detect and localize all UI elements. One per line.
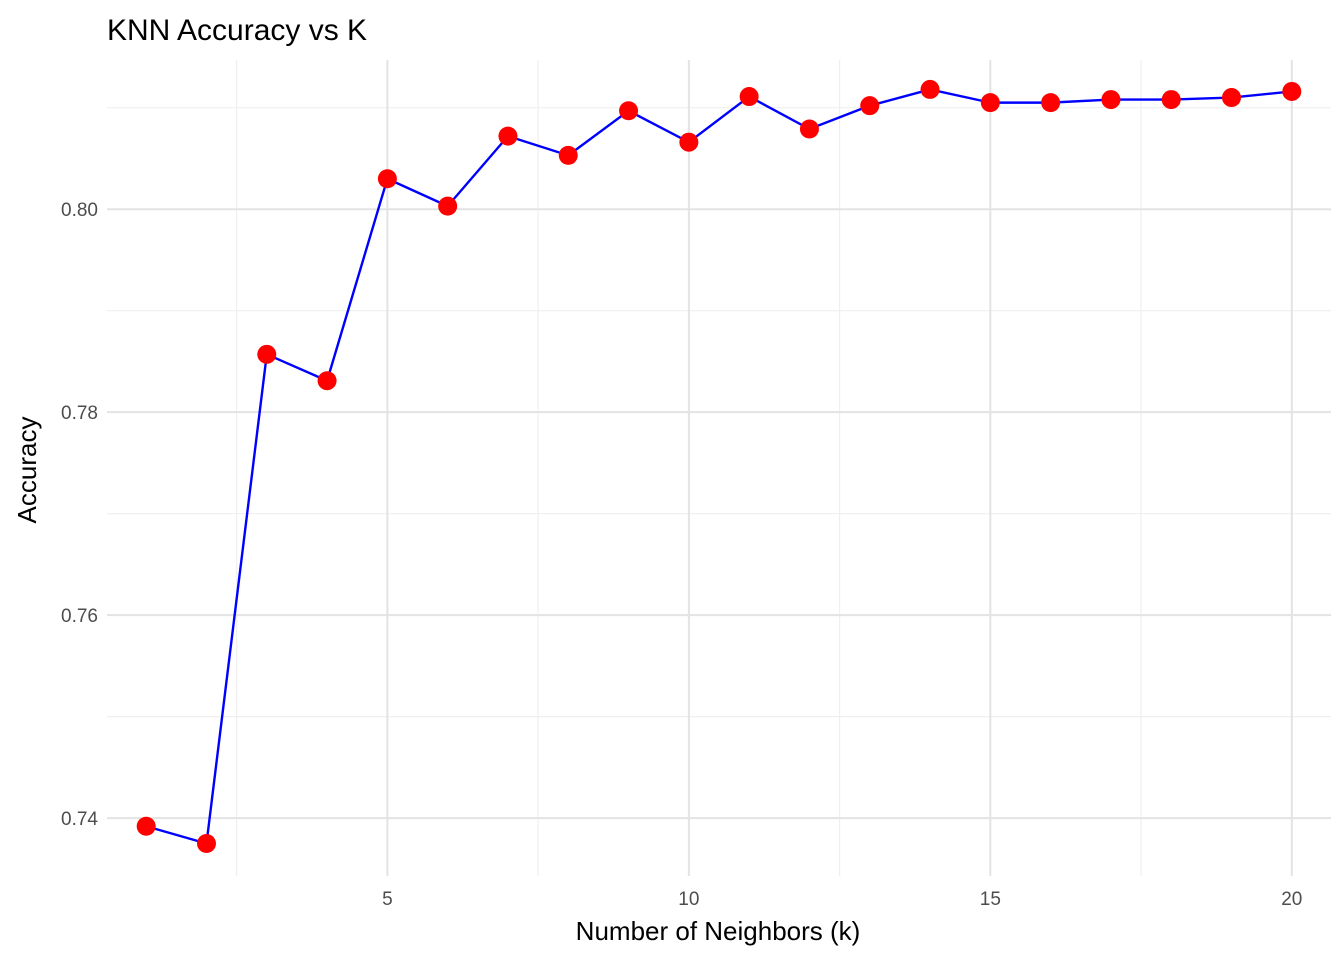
data-point <box>799 119 819 139</box>
y-tick-label: 0.80 <box>61 200 98 221</box>
data-point <box>679 132 699 152</box>
major-gridlines <box>107 60 1331 876</box>
data-point <box>920 79 940 99</box>
x-axis-title: Number of Neighbors (k) <box>576 916 861 946</box>
data-point <box>498 126 518 146</box>
series-layer <box>136 79 1302 854</box>
minor-gridlines <box>107 60 1331 876</box>
data-point <box>980 93 1000 113</box>
data-point <box>257 344 277 364</box>
data-point <box>1222 88 1242 108</box>
data-point <box>558 145 578 165</box>
y-tick-label: 0.76 <box>61 606 98 627</box>
y-axis-title: Accuracy <box>12 417 42 524</box>
x-tick-label: 20 <box>1281 889 1302 910</box>
tick-labels: 5 10 15 20 0.74 0.76 0.78 0.80 <box>61 200 1302 910</box>
data-point <box>377 169 397 189</box>
data-point <box>619 101 639 121</box>
data-point <box>1041 93 1061 113</box>
data-point <box>196 834 216 854</box>
x-tick-label: 15 <box>980 889 1001 910</box>
chart-title: KNN Accuracy vs K <box>107 14 367 47</box>
data-point <box>317 371 337 391</box>
series-line <box>145 88 1292 845</box>
data-point <box>438 196 458 216</box>
x-tick-label: 10 <box>678 889 699 910</box>
y-tick-label: 0.74 <box>61 809 98 830</box>
data-point <box>1161 90 1181 110</box>
data-point <box>136 816 156 836</box>
data-point <box>1282 81 1302 101</box>
y-tick-label: 0.78 <box>61 403 98 424</box>
data-point <box>1101 90 1121 110</box>
data-point <box>739 87 759 107</box>
data-point <box>860 96 880 116</box>
x-tick-label: 5 <box>382 889 393 910</box>
